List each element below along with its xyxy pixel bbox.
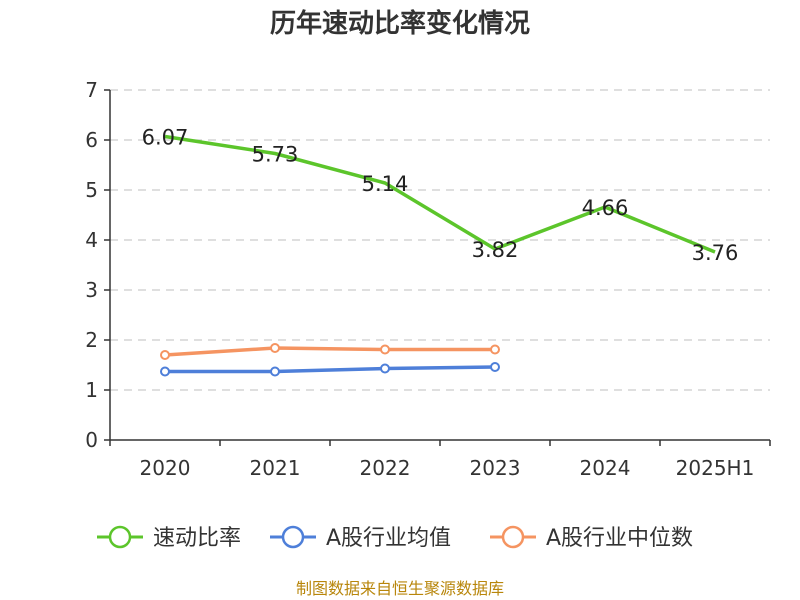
data-label: 3.76 bbox=[692, 241, 739, 265]
data-label: 5.73 bbox=[252, 143, 299, 167]
y-tick-label: 1 bbox=[85, 378, 98, 402]
x-tick-label: 2022 bbox=[360, 456, 411, 480]
x-tick-label: 2025H1 bbox=[676, 456, 755, 480]
chart-title: 历年速动比率变化情况 bbox=[270, 8, 530, 39]
legend-marker bbox=[501, 525, 525, 549]
y-tick-label: 5 bbox=[85, 178, 98, 202]
y-axis-ticks: 0 1 2 3 4 5 6 7 bbox=[85, 78, 110, 452]
data-point bbox=[490, 344, 500, 355]
series-line bbox=[164, 134, 716, 254]
grid-lines bbox=[110, 89, 770, 391]
x-tick-label: 2023 bbox=[470, 456, 521, 480]
data-label: 4.66 bbox=[582, 196, 629, 220]
data-point bbox=[270, 366, 280, 377]
x-axis-ticks: 2020 2021 2022 2023 2024 2025H1 bbox=[109, 440, 771, 480]
x-tick-label: 2021 bbox=[250, 456, 301, 480]
y-tick-label: 4 bbox=[85, 228, 98, 252]
data-point bbox=[270, 343, 280, 353]
data-labels: 6.07 5.73 5.14 3.82 4.66 3.76 bbox=[142, 126, 739, 266]
data-label: 6.07 bbox=[142, 126, 189, 150]
legend-item: 速动比率 bbox=[97, 525, 241, 551]
source-note: 制图数据来自恒生聚源数据库 bbox=[296, 579, 504, 598]
data-point bbox=[490, 362, 500, 372]
y-tick-label: 6 bbox=[85, 128, 98, 152]
legend-marker bbox=[108, 525, 132, 549]
y-tick-label: 7 bbox=[85, 78, 98, 102]
legend-label: A股行业中位数 bbox=[546, 526, 693, 551]
y-tick-label: 0 bbox=[85, 428, 98, 452]
data-label: 5.14 bbox=[362, 172, 409, 196]
series-line bbox=[164, 346, 495, 357]
y-tick-label: 3 bbox=[85, 278, 98, 302]
legend-label: A股行业均值 bbox=[326, 526, 451, 551]
legend-marker bbox=[281, 525, 305, 549]
data-point bbox=[160, 366, 170, 377]
legend-item: A股行业中位数 bbox=[490, 525, 693, 551]
x-tick-label: 2024 bbox=[580, 456, 631, 480]
legend: 速动比率 A股行业均值 A股行业中位数 bbox=[97, 525, 693, 551]
data-point bbox=[380, 363, 390, 374]
x-tick-label: 2020 bbox=[140, 456, 191, 480]
y-tick-label: 2 bbox=[85, 328, 98, 352]
series-group bbox=[160, 134, 716, 377]
legend-item: A股行业均值 bbox=[270, 525, 451, 551]
data-point bbox=[160, 350, 170, 360]
series-line bbox=[165, 365, 496, 374]
legend-label: 速动比率 bbox=[153, 526, 241, 551]
data-point bbox=[380, 344, 390, 355]
data-label: 3.82 bbox=[472, 238, 519, 262]
